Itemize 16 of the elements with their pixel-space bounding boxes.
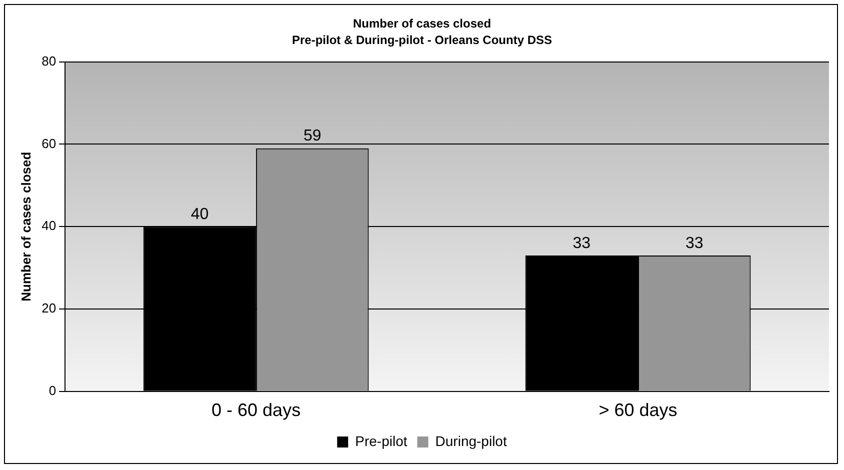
y-tick-label: 0 [48, 382, 56, 398]
data-label: 40 [190, 206, 209, 224]
x-tick-label: > 60 days [598, 400, 678, 420]
y-tick-label: 60 [42, 136, 56, 151]
legend-label: During-pilot [435, 432, 507, 449]
data-label: 33 [572, 234, 591, 252]
chart-subtitle: Pre-pilot & During-pilot - Orleans County DSS [292, 32, 552, 47]
data-label: 59 [303, 128, 322, 145]
legend-label: Pre-pilot [355, 432, 408, 449]
y-axis-title: Number of cases closed [18, 152, 34, 302]
data-label: 33 [685, 234, 704, 252]
y-tick-label: 80 [42, 53, 56, 68]
chart-title: Number of cases closed [352, 16, 492, 31]
y-tick-label: 40 [42, 218, 56, 234]
y-tick-label: 20 [42, 300, 56, 316]
x-tick-label: 0 - 60 days [212, 400, 301, 420]
